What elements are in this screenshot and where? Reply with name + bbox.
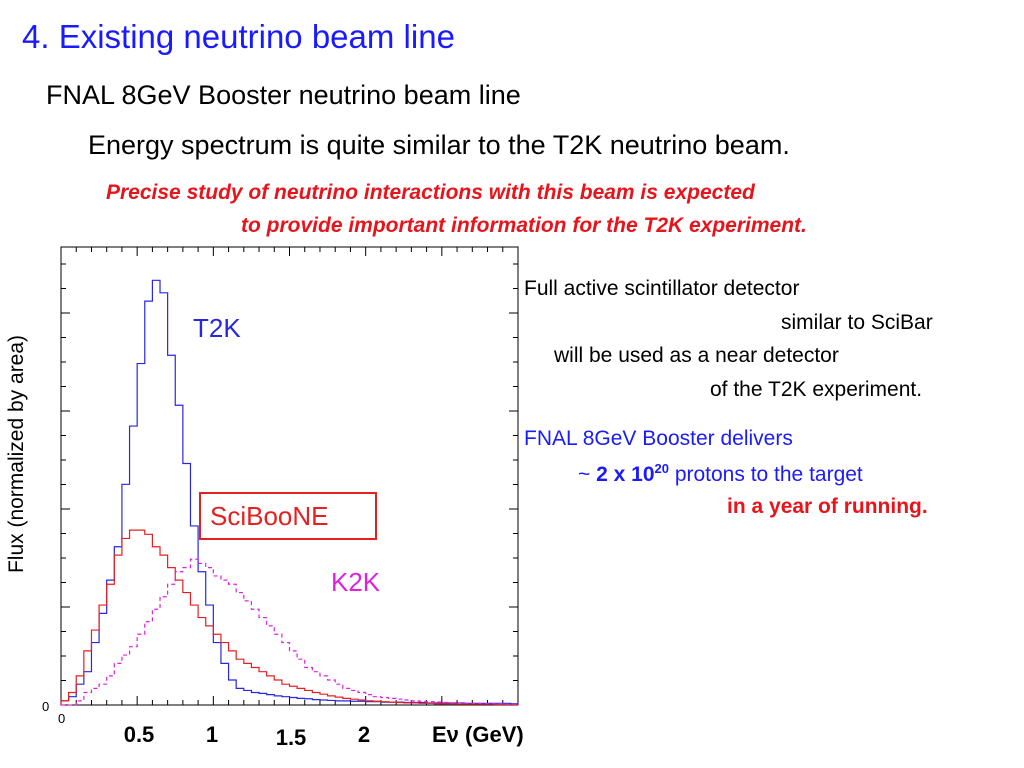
x-tick-label: 0.5 — [124, 722, 155, 747]
axis-ticks — [60, 247, 519, 706]
series-label-t2k: T2K — [193, 313, 241, 343]
series-k2k-line — [61, 558, 519, 706]
booster-amount: 2 x 10 — [596, 463, 655, 486]
spectrum-statement: Energy spectrum is quite similar to the … — [88, 130, 790, 160]
x-tick-label: 2 — [358, 722, 370, 747]
booster-line-1: FNAL 8GeV Booster delivers — [524, 427, 793, 450]
side-note-2: similar to SciBar — [781, 311, 933, 334]
highlight-line-2: to provide important information for the… — [241, 214, 807, 237]
slide-title: 4. Existing neutrino beam line — [22, 18, 455, 55]
side-note-1: Full active scintillator detector — [524, 277, 800, 300]
side-note-4: of the T2K experiment. — [710, 378, 923, 401]
booster-line-2: ~ 2 x 1020 protons to the target — [578, 461, 863, 487]
series-label-sciboone: SciBooNE — [210, 501, 329, 531]
x-axis-label: Eν (GeV) — [432, 722, 524, 747]
booster-amount-rest: protons to the target — [674, 463, 863, 486]
booster-amount-exponent: 20 — [654, 461, 669, 476]
series-label-k2k: K2K — [331, 567, 381, 597]
highlight-line-1: Precise study of neutrino interactions w… — [106, 181, 755, 204]
x-tick-label: 1 — [206, 722, 218, 747]
slide-subtitle: FNAL 8GeV Booster neutrino beam line — [46, 80, 521, 110]
x-tick-label: 1.5 — [276, 725, 307, 750]
x-origin-label: 0 — [58, 711, 65, 726]
side-note-3: will be used as a near detector — [554, 344, 839, 367]
booster-tilde: ~ — [578, 463, 591, 486]
sciboone-label-box — [199, 492, 377, 540]
y-origin-label: 0 — [42, 699, 49, 714]
series-sciboone-line — [60, 529, 519, 706]
booster-line-3: in a year of running. — [727, 495, 928, 518]
